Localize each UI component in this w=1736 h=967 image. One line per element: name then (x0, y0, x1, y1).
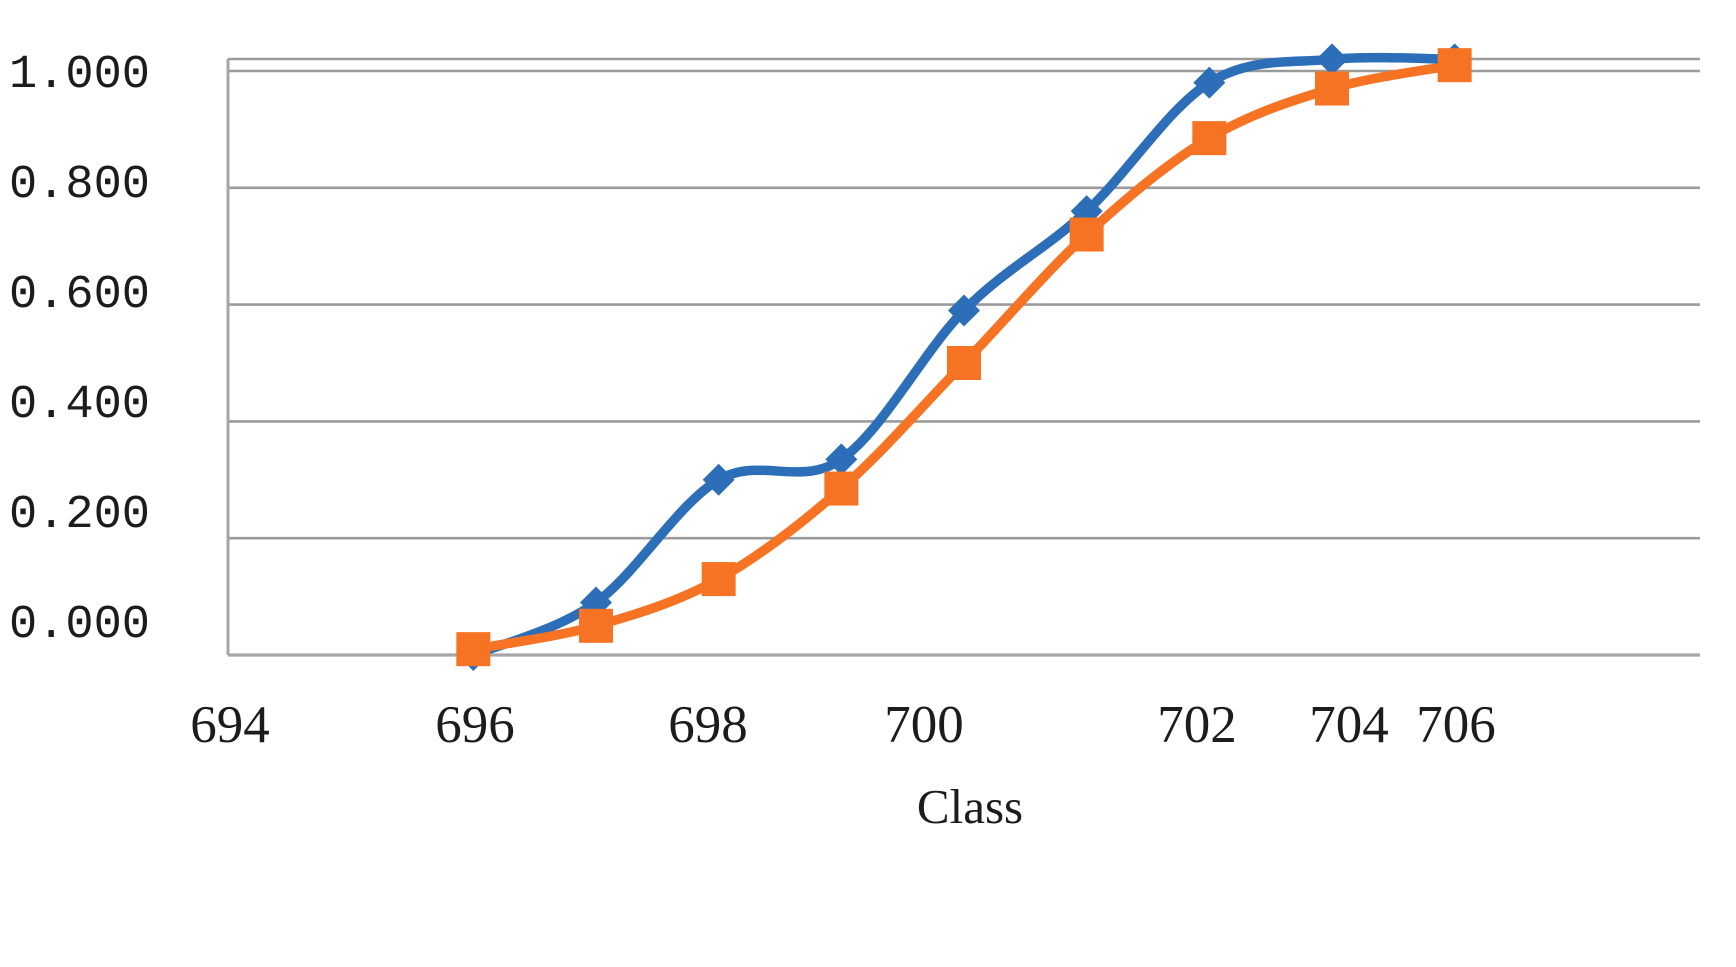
x-tick-label: 696 (435, 696, 515, 754)
x-tick-label: 700 (884, 696, 964, 754)
x-tick-label: 706 (1416, 696, 1496, 754)
exp-distribution-marker (825, 443, 858, 476)
normal-distribution-marker (824, 471, 859, 506)
legend: Exp. distribution Normal distribution (0, 862, 1736, 962)
exp-distribution-marker (948, 294, 980, 327)
y-tick-label: 0.800 (9, 159, 150, 212)
x-tick-label: 704 (1309, 696, 1389, 754)
exp-distribution-marker (1316, 43, 1348, 76)
x-tick-label: 702 (1157, 696, 1237, 754)
normal-distribution-marker (579, 608, 613, 643)
normal-distribution-marker (456, 632, 491, 667)
x-tick-label: 694 (190, 696, 270, 754)
exp-distribution-marker (702, 463, 735, 496)
y-tick-label: 0.600 (9, 269, 150, 322)
normal-distribution-marker (1437, 48, 1472, 83)
x-axis-title: Class (916, 779, 1024, 834)
exp-distribution-marker (1193, 66, 1226, 99)
normal-distribution-marker (1069, 217, 1104, 252)
y-tick-label: 1.000 (9, 49, 150, 102)
normal-distribution-marker (1192, 121, 1227, 156)
y-tick-label: 0.400 (9, 379, 150, 432)
normal-distribution-marker (701, 562, 736, 597)
y-tick-label: 0.200 (9, 489, 150, 542)
normal-distribution-marker (947, 346, 981, 380)
normal-distribution-marker (1315, 71, 1349, 106)
x-tick-label: 698 (668, 696, 748, 754)
y-tick-label: 0.000 (9, 599, 150, 652)
